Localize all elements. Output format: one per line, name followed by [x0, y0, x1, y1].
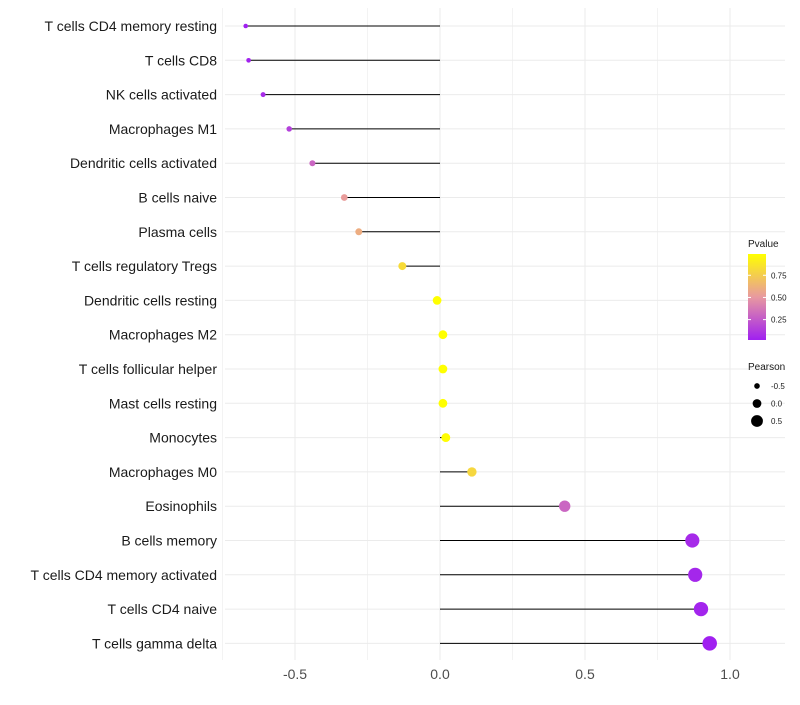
lollipop-point	[693, 601, 709, 617]
category-label: Plasma cells	[138, 224, 217, 240]
x-axis-tick-labels: -0.5 0.0 0.5 1.0	[283, 666, 740, 682]
pearson-legend-key	[751, 415, 763, 427]
x-tick-label: 0.0	[430, 666, 450, 682]
stem-layer	[245, 25, 710, 644]
lollipop-point	[286, 126, 292, 132]
pearson-legend-title: Pearson	[748, 362, 785, 373]
category-label: Mast cells resting	[109, 395, 217, 411]
category-label: B cells memory	[121, 533, 217, 549]
pvalue-legend-ticks: 0.25 0.50 0.75	[748, 271, 787, 325]
pvalue-legend-tick-label: 0.50	[771, 293, 787, 302]
category-label: T cells regulatory Tregs	[72, 258, 217, 274]
pvalue-legend-tick-label: 0.25	[771, 316, 787, 325]
category-label: Dendritic cells resting	[84, 292, 217, 308]
grid-layer	[222, 8, 785, 660]
category-label: NK cells activated	[106, 87, 217, 103]
pearson-legend-keys: -0.5 0.0 0.5	[751, 382, 785, 427]
category-label: B cells naive	[138, 190, 217, 206]
category-labels: T cells CD4 memory resting T cells CD8 NK …	[31, 18, 218, 651]
category-label: Monocytes	[149, 430, 217, 446]
category-label: Macrophages M0	[109, 464, 217, 480]
lollipop-point	[432, 296, 442, 305]
point-layer	[243, 23, 717, 651]
pvalue-colorbar	[748, 254, 766, 340]
lollipop-point	[355, 228, 363, 236]
lollipop-point	[260, 92, 266, 98]
x-tick-label: -0.5	[283, 666, 307, 682]
lollipop-point	[246, 57, 251, 63]
pvalue-legend: Pvalue 0.25 0.50 0.75	[748, 239, 787, 340]
category-label: Dendritic cells activated	[70, 155, 217, 171]
pearson-legend: Pearson -0.5 0.0 0.5	[748, 362, 785, 427]
category-label: Macrophages M2	[109, 327, 217, 343]
lollipop-point	[340, 194, 348, 201]
lollipop-point	[685, 533, 700, 548]
lollipop-point	[438, 398, 448, 408]
pearson-legend-label: -0.5	[771, 382, 785, 391]
category-label: T cells CD8	[145, 52, 217, 68]
category-label: T cells CD4 naive	[108, 601, 218, 617]
category-label: T cells gamma delta	[92, 635, 217, 651]
lollipop-point	[441, 433, 451, 443]
pearson-legend-label: 0.5	[771, 417, 783, 426]
category-label: T cells follicular helper	[79, 361, 218, 377]
lollipop-point	[309, 160, 316, 167]
x-tick-label: 1.0	[720, 666, 740, 682]
pvalue-legend-title: Pvalue	[748, 239, 779, 250]
x-tick-label: 0.5	[575, 666, 595, 682]
category-label: Macrophages M1	[109, 121, 217, 137]
pearson-legend-key	[754, 383, 760, 389]
category-label: T cells CD4 memory activated	[31, 567, 217, 583]
lollipop-point	[559, 500, 571, 512]
lollipop-point	[688, 567, 703, 582]
lollipop-point	[702, 636, 717, 651]
lollipop-point	[467, 467, 477, 477]
pearson-legend-key	[752, 399, 762, 408]
lollipop-point	[438, 364, 448, 374]
category-label: T cells CD4 memory resting	[45, 18, 217, 34]
pvalue-legend-tick-label: 0.75	[771, 271, 787, 280]
category-label: Eosinophils	[145, 498, 217, 514]
lollipop-point	[438, 330, 448, 340]
lollipop-point	[398, 262, 407, 271]
lollipop-point	[243, 23, 248, 29]
pearson-legend-label: 0.0	[771, 400, 783, 409]
